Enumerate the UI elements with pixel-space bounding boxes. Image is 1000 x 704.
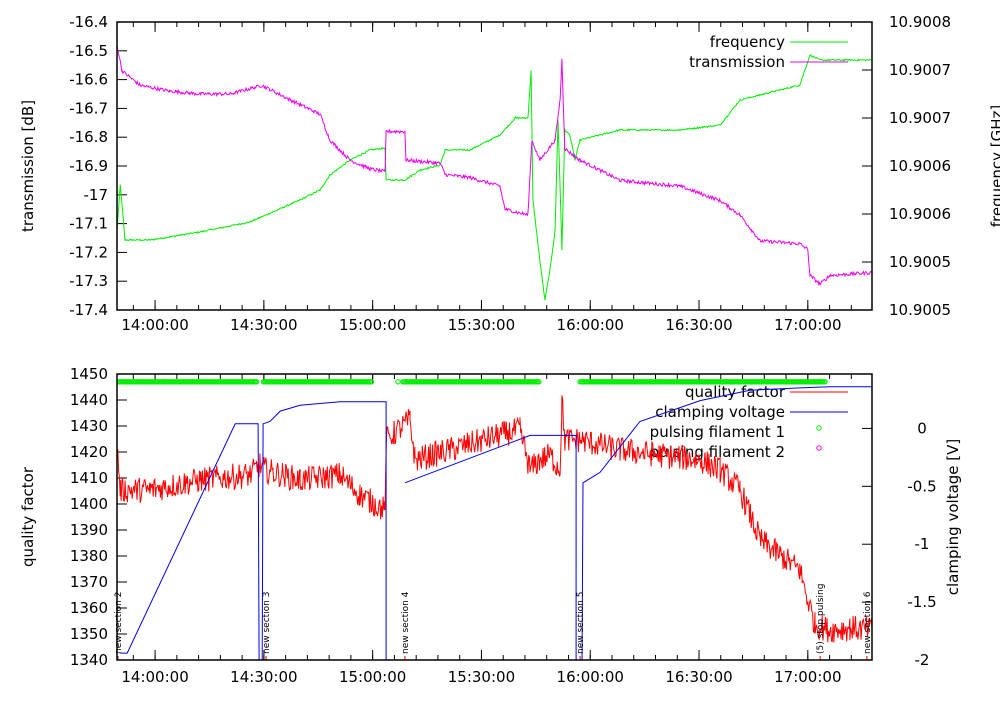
legend-label-pulsing-filament-2: pulsing filament 2 <box>650 443 785 461</box>
y-tick-label: -16.4 <box>69 13 108 31</box>
top-y-axis-label: transmission [dB] <box>19 100 37 232</box>
marker-pulsing-filament-1 <box>368 379 375 385</box>
x-tick-label: 15:30:00 <box>448 316 515 334</box>
x-tick-label: 16:00:00 <box>557 668 624 686</box>
x-tick-label: 16:30:00 <box>665 668 732 686</box>
panel-1-plot: 14:00:00 14:30:00 15:00:00 15:30:00 16:00:00… <box>70 365 937 686</box>
y2-tick-label: -2 <box>915 651 930 669</box>
legend-label-transmission: transmission <box>689 53 785 71</box>
y-tick-label: -16.5 <box>69 42 108 60</box>
y-tick-label: 1410 <box>70 469 108 487</box>
y-tick-label: -17.1 <box>69 215 108 233</box>
x-tick-label: 15:00:00 <box>339 668 406 686</box>
y-tick-label: 1350 <box>70 625 108 643</box>
y2-tick-label: 10.9006 <box>889 205 951 223</box>
plot-area <box>117 379 872 660</box>
x-tick-label: 16:30:00 <box>665 316 732 334</box>
series-line-quality-factor <box>117 395 872 643</box>
series-line-transmission <box>117 44 872 286</box>
y2-tick-label: 10.9005 <box>889 253 951 271</box>
y-tick-label: -16.8 <box>69 128 108 146</box>
marker-pulsing-filament-1 <box>395 379 401 385</box>
legend-swatch-pulsing-filament-2 <box>816 445 822 451</box>
x-tick-label: 14:00:00 <box>121 316 188 334</box>
annotation-label: (5) stop pulsing <box>816 584 826 654</box>
y2-tick-label: 10.9005 <box>889 301 951 319</box>
y-tick-label: 1360 <box>70 599 108 617</box>
y2-tick-label: -0.5 <box>907 477 936 495</box>
y-tick-label: -17 <box>84 186 109 204</box>
panel-0-plot: 14:00:00 14:30:00 15:00:00 15:30:00 16:00:00… <box>69 13 951 334</box>
bottom-panel: quality factor clamping voltage [V] qual… <box>19 383 962 595</box>
top-y2-axis-label: frequency [GHz] <box>988 105 1000 227</box>
marker-pulsing-filament-1 <box>822 379 828 385</box>
x-tick-label: 14:00:00 <box>121 668 188 686</box>
y2-tick-label: -1 <box>915 535 930 553</box>
plot-frame <box>116 373 873 661</box>
x-tick-label: 14:30:00 <box>230 668 297 686</box>
annotation-label: new section 3 <box>262 592 272 654</box>
legend-label-frequency: frequency <box>710 33 785 51</box>
y2-tick-label: 10.9006 <box>889 157 951 175</box>
y2-tick-label: 10.9007 <box>889 109 951 127</box>
y-tick-label: -17.4 <box>69 301 108 319</box>
annotation-label: new section 4 <box>401 591 411 654</box>
x-tick-label: 14:30:00 <box>230 316 297 334</box>
legend-swatch-pulsing-filament-1 <box>816 425 822 431</box>
y-tick-label: 1440 <box>70 391 108 409</box>
x-tick-label: 15:30:00 <box>448 668 515 686</box>
y-tick-label: 1340 <box>70 651 108 669</box>
bottom-y2-axis-label: clamping voltage [V] <box>944 439 962 595</box>
y2-tick-label: 0 <box>917 419 927 437</box>
y-tick-label: -16.9 <box>69 157 108 175</box>
top-panel: transmission [dB] frequency [GHz] freque… <box>19 33 1000 232</box>
annotation-label: new section 6 <box>863 591 873 654</box>
y-tick-label: -17.2 <box>69 243 108 261</box>
y-tick-label: -16.6 <box>69 71 108 89</box>
marker-pulsing-filament-1 <box>253 379 260 385</box>
x-tick-label: 17:00:00 <box>774 668 841 686</box>
annotation-label: new section 5 <box>576 592 586 654</box>
x-tick-label: 15:00:00 <box>339 316 406 334</box>
annotation-label: new section 2 <box>114 592 124 654</box>
y-tick-label: 1420 <box>70 443 108 461</box>
bottom-y-axis-label: quality factor <box>19 466 37 567</box>
y-tick-label: 1390 <box>70 521 108 539</box>
y-tick-label: -17.3 <box>69 272 108 290</box>
legend-label-quality-factor: quality factor <box>685 383 786 401</box>
y-tick-label: 1450 <box>70 365 108 383</box>
series-line-clamping-voltage <box>120 386 872 660</box>
x-tick-label: 16:00:00 <box>557 316 624 334</box>
y-tick-label: 1430 <box>70 417 108 435</box>
y-tick-label: 1370 <box>70 573 108 591</box>
y-tick-label: 1400 <box>70 495 108 513</box>
series-line-frequency <box>117 54 872 301</box>
y2-tick-label: 10.9008 <box>889 13 951 31</box>
plot-frame <box>116 21 873 311</box>
y-tick-label: 1380 <box>70 547 108 565</box>
marker-pulsing-filament-1 <box>536 379 542 385</box>
legend-label-pulsing-filament-1: pulsing filament 1 <box>650 423 785 441</box>
y2-tick-label: -1.5 <box>907 593 936 611</box>
y-tick-label: -16.7 <box>69 99 108 117</box>
legend-label-clamping-voltage: clamping voltage <box>655 403 785 421</box>
plot-area <box>117 44 872 301</box>
x-tick-label: 17:00:00 <box>774 316 841 334</box>
y2-tick-label: 10.9007 <box>889 61 951 79</box>
